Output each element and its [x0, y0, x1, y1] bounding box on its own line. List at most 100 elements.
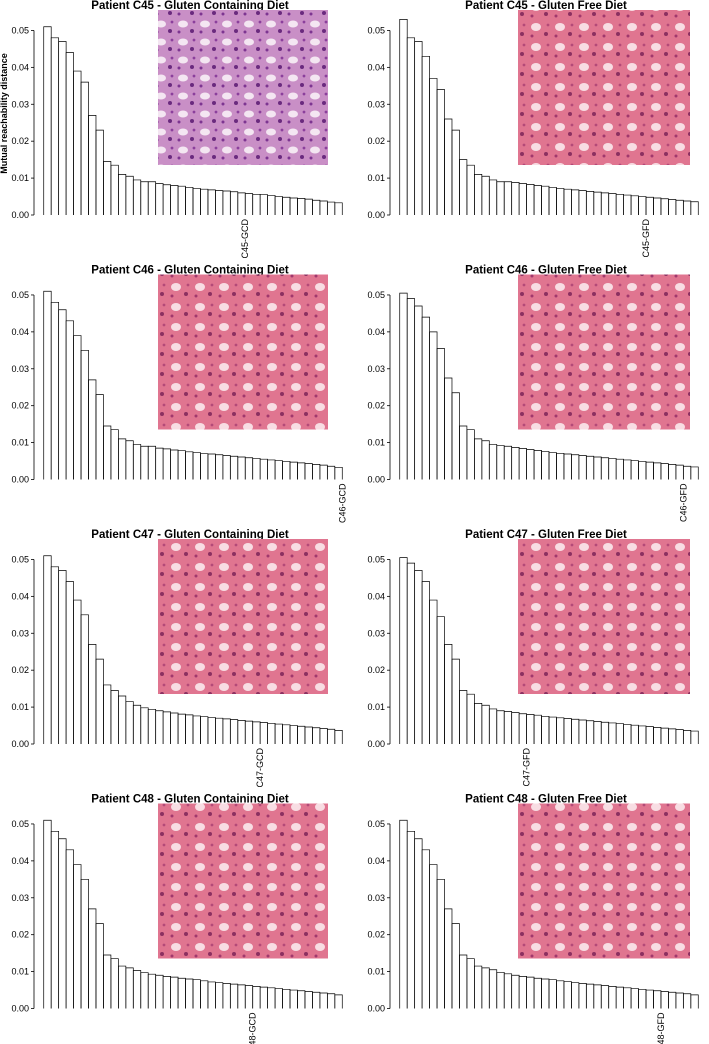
- dendrogram-link: [222, 718, 231, 744]
- dendrogram-link: [593, 984, 602, 1009]
- dendrogram-link: [207, 981, 216, 1009]
- dendrogram-link: [615, 458, 624, 480]
- dendrogram-link: [207, 189, 216, 215]
- dendrogram-link: [399, 819, 408, 1009]
- dendrogram-link: [312, 991, 321, 1009]
- dendrogram-link: [541, 978, 550, 1009]
- dendrogram-link: [50, 301, 60, 480]
- dendrogram-link: [207, 717, 216, 744]
- y-tick-label: 0.02: [367, 665, 385, 675]
- dendrogram-link: [451, 129, 460, 215]
- y-tick-label: 0.00: [367, 739, 385, 749]
- dendrogram-link: [297, 725, 306, 744]
- dendrogram-link: [222, 455, 231, 480]
- dendrogram-link: [334, 729, 343, 744]
- dendrogram-link: [399, 292, 408, 480]
- dendrogram-link: [474, 174, 483, 215]
- dendrogram-link: [600, 721, 610, 744]
- dendrogram-link: [571, 189, 580, 215]
- dendrogram-link: [668, 199, 677, 215]
- dendrogram-link: [668, 464, 677, 480]
- dendrogram-link: [200, 188, 209, 215]
- dendrogram-link: [162, 448, 171, 480]
- histology-image: [518, 274, 690, 430]
- dendrogram-link: [289, 725, 298, 744]
- dendrogram-link: [252, 193, 261, 215]
- dendrogram-link: [312, 464, 321, 480]
- y-tick-label: 0.01: [367, 438, 385, 448]
- dendrogram-link: [162, 711, 171, 744]
- y-tick-label: 0.05: [367, 819, 385, 829]
- y-tick-label: 0.01: [367, 702, 385, 712]
- dendrogram-link: [297, 198, 306, 215]
- dendrogram-link: [481, 967, 490, 1009]
- dendrogram-link: [88, 379, 97, 480]
- dendrogram-link: [668, 991, 677, 1009]
- dendrogram-link: [229, 455, 239, 480]
- dendrogram-link: [274, 460, 283, 480]
- dendrogram-link: [95, 923, 104, 1009]
- dendrogram-link: [444, 643, 453, 744]
- dendrogram-link: [571, 454, 580, 480]
- y-axis-label: Mutual reachability distance: [0, 53, 9, 174]
- dendrogram-link: [444, 377, 453, 480]
- dendrogram-link: [548, 716, 557, 744]
- dendrogram-link: [608, 193, 617, 215]
- dendrogram-link: [229, 191, 239, 215]
- chart-title: Patient C46 - Gluten Free Diet: [465, 265, 627, 277]
- dendrogram-link: [282, 461, 291, 480]
- dendrogram-link: [80, 81, 89, 215]
- dendrogram-link: [645, 461, 654, 480]
- dendrogram-link: [289, 197, 298, 215]
- dendrogram-link: [50, 37, 60, 215]
- dendrogram-link: [600, 985, 610, 1009]
- dendrogram-link: [623, 724, 632, 744]
- dendrogram-link: [556, 452, 565, 480]
- dendrogram-link: [600, 192, 610, 215]
- dendrogram-link: [65, 849, 74, 1009]
- dendrogram-link: [675, 992, 684, 1009]
- dendrogram-link: [282, 724, 291, 744]
- dendrogram-link: [177, 977, 186, 1009]
- dendrogram-link: [518, 448, 527, 480]
- dendrogram-link: [118, 695, 127, 744]
- dendrogram-link: [80, 614, 89, 744]
- dendrogram-link: [474, 965, 483, 1009]
- dendrogram-link: [73, 599, 82, 744]
- dendrogram-link: [645, 196, 654, 215]
- dendrogram-link: [466, 693, 475, 744]
- dendrogram-link: [65, 320, 74, 480]
- dendrogram-link: [334, 202, 343, 215]
- dendrogram-link: [65, 52, 74, 215]
- dendrogram-link: [43, 555, 52, 744]
- dendrogram-link: [593, 456, 602, 480]
- dendrogram-link: [548, 452, 557, 480]
- dendrogram-link: [623, 987, 632, 1009]
- dendrogram-link: [185, 451, 194, 480]
- y-tick-label: 0.01: [11, 967, 29, 977]
- dendrogram-link: [488, 179, 498, 215]
- dendrogram-link: [645, 726, 654, 744]
- y-tick-label: 0.03: [11, 364, 29, 374]
- dendrogram-link: [682, 729, 692, 744]
- y-tick-label: 0.03: [11, 628, 29, 638]
- dendrogram-link: [481, 175, 490, 215]
- dendrogram-link: [406, 562, 416, 744]
- y-tick-label: 0.04: [367, 856, 385, 866]
- dendrogram-link: [533, 714, 542, 744]
- dendrogram-link: [406, 37, 416, 215]
- dendrogram-link: [259, 458, 268, 480]
- dendrogram-link: [125, 175, 134, 215]
- chart-title: Patient C46 - Gluten Containing Diet: [91, 265, 289, 277]
- dendrogram-link: [73, 864, 82, 1009]
- dendrogram-link: [326, 993, 336, 1009]
- dendrogram-link: [578, 455, 587, 480]
- dendrogram-link: [578, 983, 587, 1009]
- dendrogram-link: [414, 838, 423, 1009]
- dendrogram-link: [533, 977, 542, 1009]
- dendrogram-link: [267, 722, 276, 744]
- chart-title: Patient C47 - Gluten Containing Diet: [91, 529, 289, 541]
- histology-image: [518, 539, 690, 694]
- y-tick-label: 0.04: [11, 856, 29, 866]
- dendrogram-link: [80, 349, 89, 480]
